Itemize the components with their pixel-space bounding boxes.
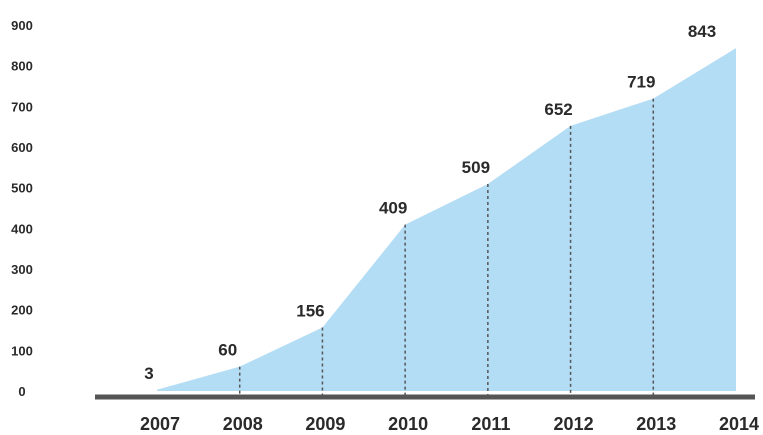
y-tick-label: 800 xyxy=(11,59,33,74)
dropline-layer xyxy=(238,98,655,397)
y-tick-label: 600 xyxy=(11,140,33,155)
data-label: 60 xyxy=(218,341,237,360)
x-tick-label: 2014 xyxy=(719,414,759,434)
x-tick-label: 2009 xyxy=(305,414,345,434)
y-tick-label: 200 xyxy=(11,303,33,318)
y-tick-label: 700 xyxy=(11,99,33,114)
y-tick-label: 100 xyxy=(11,343,33,358)
y-tick-label: 900 xyxy=(11,18,33,33)
data-label: 409 xyxy=(379,199,407,218)
y-tick-label: 500 xyxy=(11,181,33,196)
data-labels: 3 60 156 409 509 652 719 843 xyxy=(144,22,716,383)
x-tick-label: 2007 xyxy=(140,414,180,434)
x-tick-label: 2010 xyxy=(388,414,428,434)
data-label: 843 xyxy=(688,22,716,41)
data-label: 3 xyxy=(144,364,153,383)
y-tick-label: 400 xyxy=(11,221,33,236)
data-label: 156 xyxy=(296,302,324,321)
y-axis-ticks: 0 100 200 300 400 500 600 700 800 900 xyxy=(11,18,33,399)
x-tick-label: 2013 xyxy=(636,414,676,434)
x-axis-ticks: 2007 2008 2009 2010 2011 2012 2013 2014 xyxy=(140,414,759,434)
data-label: 652 xyxy=(544,100,572,119)
y-tick-label: 0 xyxy=(18,384,25,399)
area-series xyxy=(157,48,736,392)
data-label: 719 xyxy=(627,73,655,92)
x-tick-label: 2011 xyxy=(471,414,510,434)
x-tick-label: 2012 xyxy=(554,414,594,434)
data-label: 509 xyxy=(462,158,490,177)
area-layer xyxy=(157,48,736,392)
y-tick-label: 300 xyxy=(11,262,33,277)
x-tick-label: 2008 xyxy=(223,414,263,434)
